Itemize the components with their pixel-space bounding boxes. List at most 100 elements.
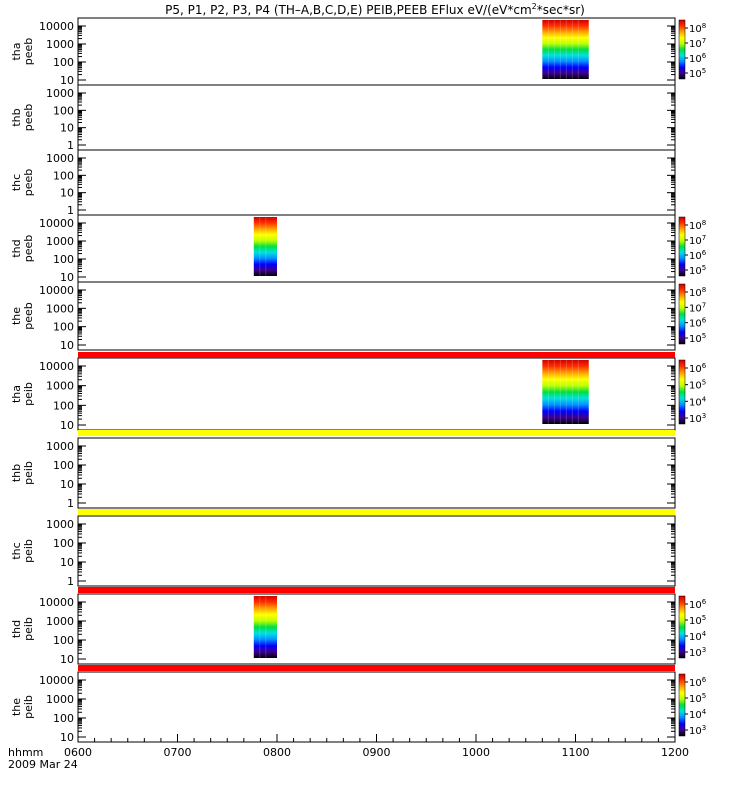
y-tick-label: 1000 [46, 693, 74, 706]
panel-thb-peib: 1000 100 10 1 thbpeib [10, 437, 676, 510]
panel-frame [77, 149, 676, 216]
panel-thd-peeb: 10000 1000 100 10 thdpeeb 108 107 106 105 [10, 214, 707, 284]
colorbar-label: 103 [689, 412, 706, 425]
y-tick-label: 1000 [46, 87, 74, 100]
y-tick-label: 10 [60, 731, 74, 744]
panel-label: thdpeib [10, 617, 35, 641]
y-tick-label: 10 [60, 74, 74, 87]
y-tick-label: 10 [60, 271, 74, 284]
colorbar-label: 106 [689, 52, 707, 65]
x-tick-label: 0900 [363, 746, 391, 759]
panel-label: thepeib [10, 695, 35, 719]
y-tick-label: 100 [53, 169, 74, 182]
y-tick-label: 10000 [39, 674, 74, 687]
status-bar-red [78, 665, 675, 671]
panel-label: thdpeeb [10, 235, 35, 263]
colorbar [678, 216, 686, 277]
y-tick-label: 10000 [39, 217, 74, 230]
y-tick-label: 1000 [46, 38, 74, 51]
y-tick-label: 100 [53, 104, 74, 117]
panel-label: thepeeb [10, 302, 35, 330]
panel-label: thbpeeb [10, 104, 35, 132]
colorbar-label: 106 [689, 598, 707, 611]
y-tick-label: 100 [53, 253, 74, 266]
y-tick-label: 1 [67, 497, 74, 510]
panel-thd-peib: 10000 1000 100 10 thdpeib 106 105 104 103 [10, 593, 707, 666]
colorbar [678, 359, 686, 425]
y-tick-label: 1000 [46, 518, 74, 531]
panel-the-peib: 10000 1000 100 10 thepeib 106 105 104 103 [10, 671, 707, 744]
colorbar [678, 673, 686, 737]
colorbar-label: 106 [689, 676, 707, 689]
y-tick-label: 1 [67, 575, 74, 588]
panel-frame [77, 84, 676, 151]
y-tick-label: 100 [53, 56, 74, 69]
date-label: 2009 Mar 24 [8, 758, 78, 771]
y-tick-label: 1000 [46, 380, 74, 393]
x-tick-label: 0800 [263, 746, 291, 759]
spectrogram-block [253, 217, 277, 276]
panel-the-peeb: 10000 1000 100 10 thepeeb 108 107 106 105 [10, 281, 707, 352]
colorbar-label: 105 [689, 379, 706, 392]
y-tick-label: 100 [53, 634, 74, 647]
panel-frame [77, 437, 676, 509]
colorbar-label: 106 [689, 362, 707, 375]
colorbar-label: 104 [689, 395, 707, 408]
colorbar-label: 103 [689, 724, 706, 737]
y-tick-label: 1 [67, 139, 74, 152]
spectrogram-block [542, 360, 589, 424]
colorbar-label: 105 [689, 614, 706, 627]
time-axis: 0600 0700 0800 0900 1000 1100 1200 [64, 734, 689, 759]
y-tick-label: 10 [60, 419, 74, 432]
colorbar-label: 103 [689, 646, 706, 659]
panel-label: thapeib [10, 382, 35, 406]
y-tick-label: 10 [60, 122, 74, 135]
y-tick-label: 1000 [46, 440, 74, 453]
time-axis-label: hhmm [8, 746, 43, 759]
panel-label: thapeeb [10, 38, 35, 66]
y-tick-label: 10000 [39, 20, 74, 33]
colorbar [678, 19, 686, 80]
y-tick-label: 100 [53, 459, 74, 472]
y-tick-label: 1 [67, 204, 74, 217]
panels: 10000100010010thapeeb1081071061051000100… [10, 17, 707, 744]
panel-label: thcpeib [10, 539, 35, 563]
panel-tha-peib: 10000 1000 100 10 thapeib 106 105 104 103 [10, 357, 707, 432]
y-tick-label: 10000 [39, 360, 74, 373]
y-tick-label: 10 [60, 187, 74, 200]
x-tick-label: 1100 [562, 746, 590, 759]
x-tick-label: 0600 [64, 746, 92, 759]
colorbar-label: 108 [689, 22, 706, 35]
colorbar-label: 108 [689, 286, 706, 299]
colorbar-label: 108 [689, 219, 706, 232]
panel-frame [77, 515, 676, 587]
y-tick-label: 1000 [46, 152, 74, 165]
status-bar-red [78, 587, 675, 593]
plot-title: P5, P1, P2, P3, P4 (TH–A,B,C,D,E) PEIB,P… [165, 2, 585, 17]
status-bar-yellow [78, 430, 675, 436]
colorbar-label: 104 [689, 708, 707, 721]
colorbar-label: 105 [689, 67, 706, 80]
colorbar-label: 105 [689, 264, 706, 277]
panel-frame [77, 281, 676, 351]
y-tick-label: 100 [53, 399, 74, 412]
colorbar [678, 283, 686, 345]
panel-label: thbpeib [10, 461, 35, 485]
colorbar-label: 107 [689, 234, 706, 247]
colorbar-label: 107 [689, 301, 706, 314]
x-tick-label: 0700 [164, 746, 192, 759]
spectrogram-block [253, 596, 277, 658]
panel-frame [77, 214, 676, 283]
y-tick-label: 1000 [46, 302, 74, 315]
y-tick-label: 1000 [46, 615, 74, 628]
status-bar-yellow [78, 509, 675, 515]
x-tick-label: 1200 [661, 746, 689, 759]
y-tick-label: 10 [60, 653, 74, 666]
y-tick-label: 100 [53, 321, 74, 334]
y-tick-label: 10000 [39, 596, 74, 609]
y-tick-label: 10 [60, 339, 74, 352]
y-tick-label: 10000 [39, 284, 74, 297]
colorbar-label: 105 [689, 692, 706, 705]
panel-frame [77, 593, 676, 665]
